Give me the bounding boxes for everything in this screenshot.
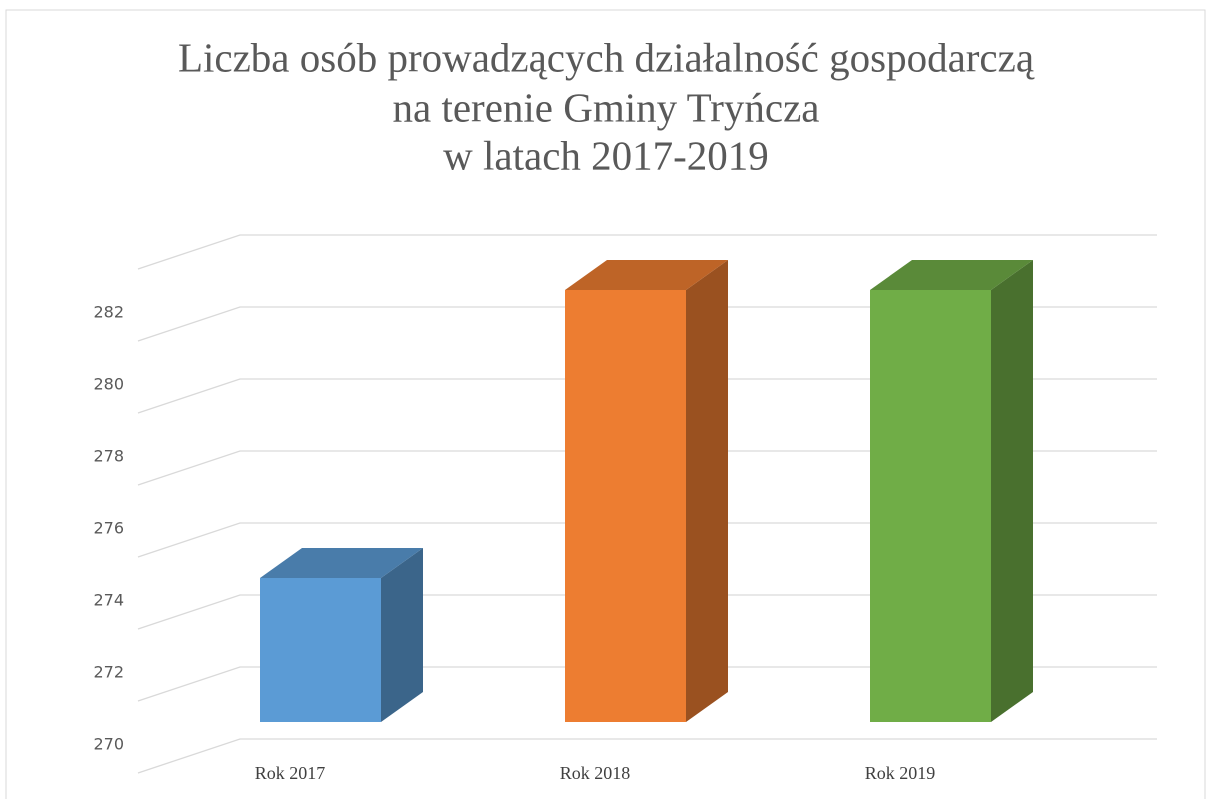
grid-line: [137, 234, 1157, 270]
bar-side: [686, 260, 728, 722]
x-tick-label: Rok 2019: [865, 763, 936, 783]
bar-side: [381, 548, 423, 722]
x-tick-label: Rok 2018: [560, 763, 631, 783]
bar-front: [260, 578, 381, 722]
x-tick-label: Rok 2017: [255, 763, 326, 783]
chart-border: [5, 9, 1206, 799]
grid-line: [137, 522, 1157, 558]
bar-front: [565, 290, 686, 722]
chart-title: Liczba osób prowadzących działalność gos…: [178, 34, 1035, 80]
y-tick-label: 278: [93, 447, 124, 466]
bar: [260, 548, 423, 722]
y-tick-label: 282: [93, 303, 124, 322]
y-tick-label: 274: [93, 591, 124, 610]
bar: [565, 260, 728, 722]
bar-front: [870, 290, 991, 722]
chart-title: w latach 2017-2019: [443, 132, 769, 178]
grid-line: [137, 594, 1157, 630]
bar-side: [991, 260, 1033, 722]
grid-line: [137, 378, 1157, 414]
y-tick-label: 270: [93, 735, 124, 754]
y-tick-label: 272: [93, 663, 124, 682]
grid-line: [137, 450, 1157, 486]
chart-title: na terenie Gminy Tryńcza: [393, 84, 820, 130]
bar: [870, 260, 1033, 722]
y-tick-label: 276: [93, 519, 124, 538]
grid-line: [137, 738, 1157, 774]
grid-line: [137, 306, 1157, 342]
bar-top: [565, 260, 728, 290]
grid-line: [137, 666, 1157, 702]
bar-top: [260, 548, 423, 578]
y-tick-label: 280: [93, 375, 124, 394]
bar-top: [870, 260, 1033, 290]
